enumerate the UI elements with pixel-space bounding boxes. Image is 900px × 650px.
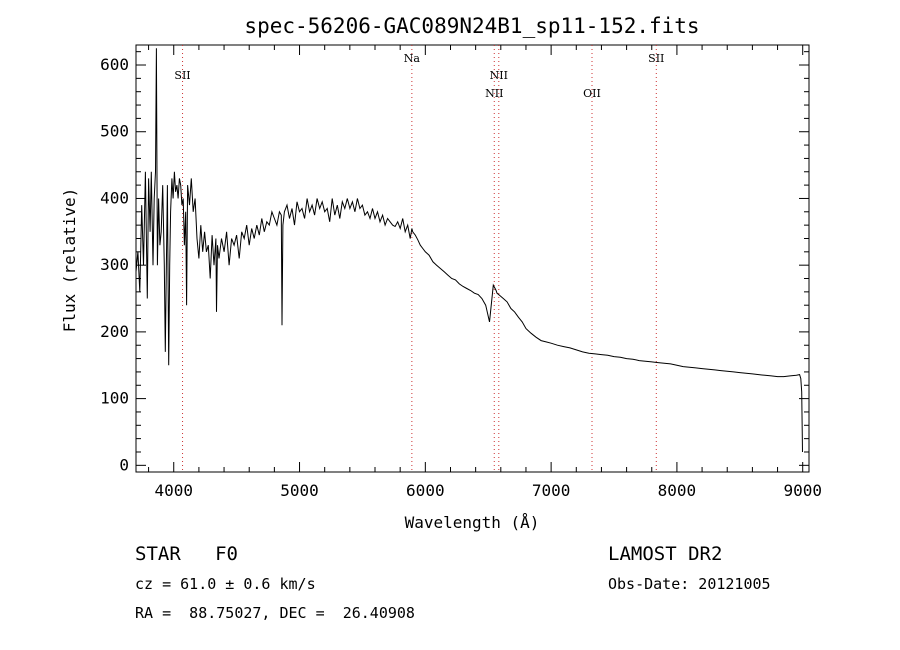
y-tick-label: 400 xyxy=(100,188,129,207)
x-tick-label: 8000 xyxy=(658,481,697,500)
y-tick-label: 200 xyxy=(100,322,129,341)
spectral-line-label: Na xyxy=(404,52,421,65)
x-tick-label: 7000 xyxy=(532,481,571,500)
y-tick-label: 100 xyxy=(100,389,129,408)
plot-frame xyxy=(135,44,810,473)
redshift-velocity: cz = 61.0 ± 0.6 km/s xyxy=(135,575,316,593)
x-tick-label: 9000 xyxy=(783,481,822,500)
y-tick-label: 500 xyxy=(100,122,129,141)
spectral-line-label: SII xyxy=(174,69,190,82)
spectrum-line xyxy=(135,48,803,453)
spectral-line-label: NII xyxy=(485,87,503,100)
chart-title: spec-56206-GAC089N24B1_sp11-152.fits xyxy=(244,14,699,38)
axes: 4000 5000 6000 7000 8000 9000 0 100 200 300 400 500… xyxy=(100,45,822,500)
coordinates: RA = 88.75027, DEC = 26.40908 xyxy=(135,604,415,622)
spectral-line-label: SII xyxy=(648,52,664,65)
x-tick-label: 5000 xyxy=(280,481,319,500)
y-tick-label: 300 xyxy=(100,255,129,274)
y-tick-label: 600 xyxy=(100,55,129,74)
spectral-line-markers: SII Na NII NII OII SII xyxy=(174,45,664,472)
y-axis-label: Flux (relative) xyxy=(60,188,79,333)
survey-name: LAMOST DR2 xyxy=(608,543,723,565)
observation-date: Obs-Date: 20121005 xyxy=(608,575,771,593)
y-tick-label: 0 xyxy=(119,455,129,474)
x-axis-label: Wavelength (Å) xyxy=(405,513,540,532)
object-classification: STAR F0 xyxy=(135,543,238,565)
spectral-line-label: NII xyxy=(490,69,508,82)
x-tick-label: 4000 xyxy=(154,481,193,500)
x-tick-label: 6000 xyxy=(406,481,445,500)
spectral-line-label: OII xyxy=(583,87,601,100)
